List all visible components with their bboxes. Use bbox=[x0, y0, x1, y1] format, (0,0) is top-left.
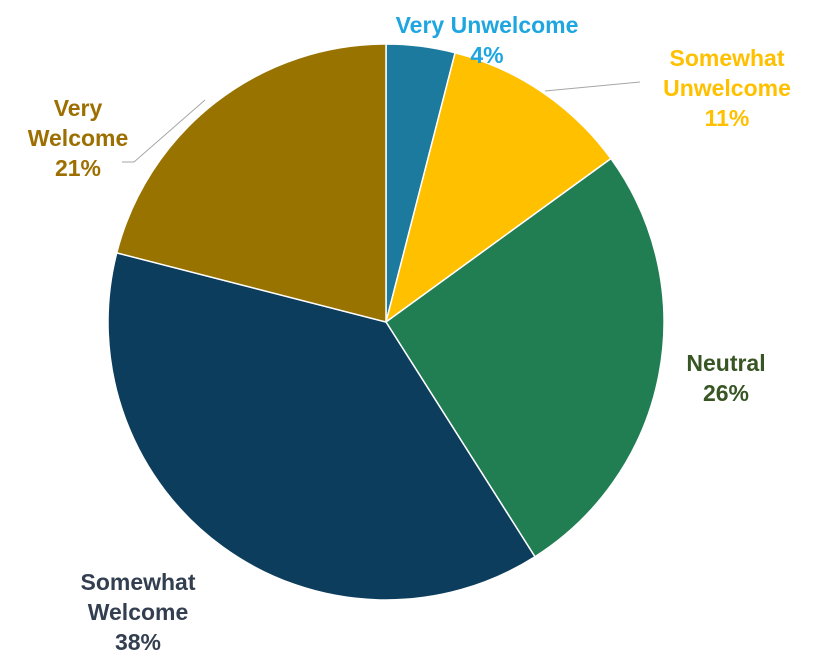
leader-line bbox=[544, 81, 641, 92]
leader-line bbox=[122, 99, 206, 163]
slice-value-text: 4% bbox=[470, 42, 503, 68]
slice-labels: Very Unwelcome 4% Somewhat Unwelcome 11% Neut… bbox=[28, 12, 791, 655]
slice-value-text: 26% bbox=[703, 380, 749, 406]
slice-label-somewhat-unwelcome: Somewhat Unwelcome 11% bbox=[663, 45, 791, 131]
pie-slice-neutral bbox=[384, 157, 665, 558]
slice-category-text: Somewhat bbox=[80, 569, 195, 595]
slice-category-text: Welcome bbox=[28, 125, 129, 151]
slice-label-very-unwelcome: Very Unwelcome 4% bbox=[396, 12, 579, 68]
slice-value-text: 38% bbox=[115, 629, 161, 655]
pie-slice-somewhat-welcome bbox=[107, 251, 536, 601]
slice-category-text: Very Unwelcome bbox=[396, 12, 579, 38]
slice-category-text: Neutral bbox=[686, 350, 765, 376]
slice-category-text: Somewhat bbox=[669, 45, 784, 71]
slice-value-text: 21% bbox=[55, 155, 101, 181]
slice-label-neutral: Neutral 26% bbox=[686, 350, 765, 406]
slice-label-somewhat-welcome: Somewhat Welcome 38% bbox=[80, 569, 195, 655]
slice-value-text: 11% bbox=[705, 105, 750, 131]
slice-label-very-welcome: Very Welcome 21% bbox=[28, 95, 129, 181]
pie-slice-somewhat-unwelcome bbox=[384, 51, 612, 324]
slice-category-text: Unwelcome bbox=[663, 75, 791, 101]
leader-lines bbox=[122, 81, 641, 163]
slice-category-text: Welcome bbox=[88, 599, 189, 625]
pie-slices bbox=[107, 43, 665, 601]
pie-slice-very-welcome bbox=[115, 43, 387, 323]
slice-category-text: Very bbox=[54, 95, 103, 121]
